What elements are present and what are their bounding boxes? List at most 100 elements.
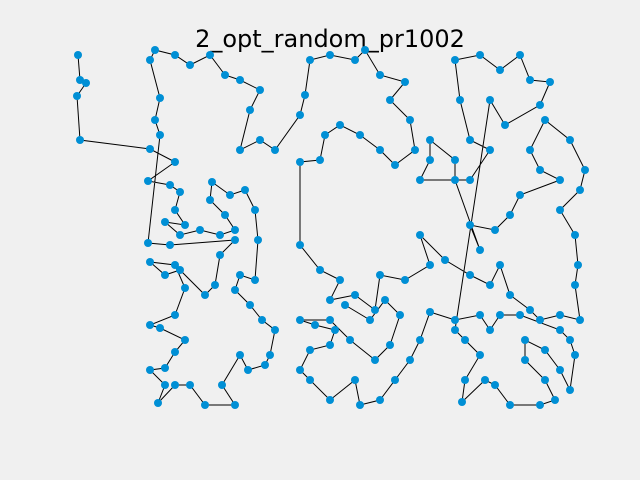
city-point [171, 311, 179, 319]
city-point [326, 341, 334, 349]
city-point [491, 381, 499, 389]
city-point [376, 396, 384, 404]
city-point [171, 51, 179, 59]
city-point [556, 311, 564, 319]
city-point [451, 316, 459, 324]
city-point [366, 316, 374, 324]
tour-line [76, 49, 586, 406]
city-point [161, 381, 169, 389]
city-point [82, 79, 90, 87]
city-point [516, 191, 524, 199]
city-point [156, 94, 164, 102]
city-point [476, 246, 484, 254]
city-point [251, 206, 259, 214]
city-point [181, 336, 189, 344]
city-point [496, 261, 504, 269]
city-point [526, 146, 534, 154]
city-point [416, 336, 424, 344]
city-point [506, 211, 514, 219]
city-point [486, 326, 494, 334]
city-point [556, 176, 564, 184]
city-point [176, 231, 184, 239]
city-point [321, 131, 329, 139]
city-point [516, 51, 524, 59]
city-point [566, 336, 574, 344]
city-point [146, 366, 154, 374]
city-point [481, 376, 489, 384]
city-point [571, 281, 579, 289]
city-point [296, 316, 304, 324]
city-point [451, 326, 459, 334]
city-point [486, 146, 494, 154]
city-point [171, 261, 179, 269]
city-point [541, 116, 549, 124]
city-point [401, 78, 409, 86]
city-point [161, 271, 169, 279]
city-point [371, 356, 379, 364]
city-point [351, 376, 359, 384]
city-point [341, 301, 349, 309]
city-point [346, 336, 354, 344]
city-point [466, 136, 474, 144]
city-point [254, 236, 262, 244]
city-point [376, 71, 384, 79]
city-point [231, 401, 239, 409]
city-point [156, 324, 164, 332]
chart-title: 2_opt_random_pr1002 [195, 25, 465, 53]
city-point [416, 176, 424, 184]
city-point [171, 381, 179, 389]
city-point [571, 351, 579, 359]
city-point [336, 121, 344, 129]
city-point [201, 401, 209, 409]
city-point [521, 356, 529, 364]
city-point [296, 241, 304, 249]
city-point [144, 177, 152, 185]
city-point [258, 316, 266, 324]
city-point [486, 281, 494, 289]
city-point [541, 346, 549, 354]
city-point [306, 376, 314, 384]
city-point [451, 156, 459, 164]
city-point [154, 399, 162, 407]
city-point [76, 76, 84, 84]
city-point [376, 271, 384, 279]
city-point [171, 158, 179, 166]
city-point [231, 236, 239, 244]
city-point [406, 356, 414, 364]
city-point [236, 76, 244, 84]
city-point [416, 231, 424, 239]
city-point [196, 226, 204, 234]
city-point [581, 166, 589, 174]
city-point [526, 76, 534, 84]
city-point [566, 386, 574, 394]
city-point [361, 46, 369, 54]
city-point [266, 351, 274, 359]
city-point [406, 116, 414, 124]
city-point [576, 186, 584, 194]
city-point [271, 326, 279, 334]
city-point [316, 156, 324, 164]
city-point [271, 146, 279, 154]
city-point [236, 351, 244, 359]
city-point [306, 346, 314, 354]
city-point [541, 376, 549, 384]
city-point [76, 136, 84, 144]
city-point [208, 178, 216, 186]
city-point [536, 101, 544, 109]
city-point [401, 276, 409, 284]
city-point [556, 326, 564, 334]
city-point [146, 145, 154, 153]
city-point [336, 276, 344, 284]
city-point [536, 401, 544, 409]
city-point [144, 239, 152, 247]
city-point [536, 316, 544, 324]
city-point [73, 92, 81, 100]
city-point [491, 226, 499, 234]
city-point [216, 231, 224, 239]
city-point [246, 106, 254, 114]
city-point [411, 146, 419, 154]
city-point [296, 111, 304, 119]
city-point [496, 66, 504, 74]
city-point [171, 206, 179, 214]
